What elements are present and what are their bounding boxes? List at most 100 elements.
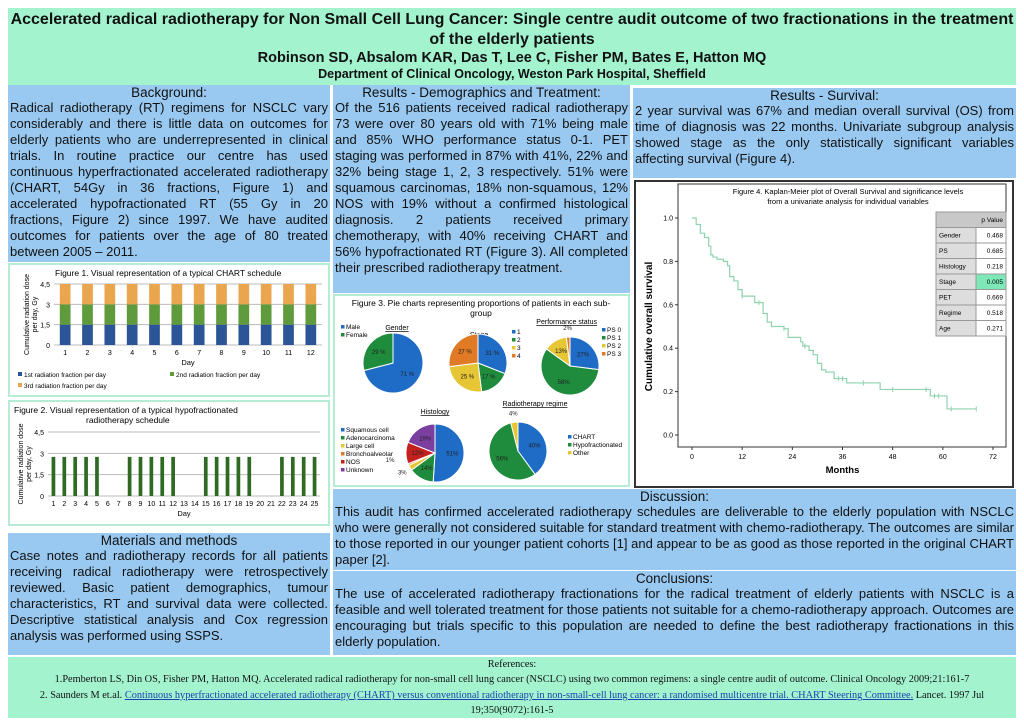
legend-label: Large cell <box>346 443 375 450</box>
table-variable: Regime <box>939 310 962 317</box>
bar <box>225 456 230 496</box>
y-tick-label: 0.0 <box>663 433 673 440</box>
table-variable: Stage <box>939 279 956 286</box>
methods-text: Case notes and radiotherapy records for … <box>10 548 328 643</box>
legend-swatch <box>512 330 516 334</box>
legend-label: Male <box>346 324 360 331</box>
y-tick-label: 0 <box>40 494 44 501</box>
legend-swatch <box>341 460 345 464</box>
table-variable: Histology <box>939 264 966 271</box>
bar-segment <box>59 304 71 325</box>
pie-value-label: 17 % <box>482 375 496 381</box>
legend-label: Adenocarcinoma <box>346 435 395 442</box>
pie-value-label: 51% <box>446 452 459 458</box>
bar-segment <box>82 324 93 345</box>
bar <box>73 456 78 496</box>
reference-2-authors: 2. Saunders M et.al. <box>39 690 123 701</box>
survival-section: Results - Survival: 2 year survival was … <box>633 88 1016 178</box>
conclusions-heading: Conclusions: <box>635 571 714 586</box>
bar <box>247 456 252 496</box>
legend-label: Unknown <box>346 467 373 474</box>
x-tick-label: 2 <box>86 350 90 357</box>
bar-segment <box>104 284 116 305</box>
pie-value-label: 14% <box>421 466 434 472</box>
legend-label: 1 <box>517 329 521 336</box>
pie-value-label: 29 % <box>372 350 386 356</box>
discussion-heading: Discussion: <box>639 489 710 504</box>
legend-label: Other <box>573 450 590 457</box>
x-tick-label: 7 <box>117 501 121 508</box>
pie-value-label: 4% <box>509 411 518 417</box>
legend-swatch <box>602 352 606 356</box>
figure-1: Figure 1. Visual representation of a typ… <box>8 263 330 397</box>
x-tick-label: 72 <box>989 454 997 461</box>
bar <box>203 456 208 496</box>
figure-3: Figure 3. Pie charts representing propor… <box>333 294 630 487</box>
bar-segment <box>216 304 227 325</box>
x-tick-label: 8 <box>128 501 132 508</box>
table-p-value: 0.005 <box>987 279 1004 286</box>
bar-segment <box>260 324 272 345</box>
x-tick-label: 11 <box>159 501 166 508</box>
conclusions-text: The use of accelerated radiotherapy frac… <box>335 586 1014 649</box>
legend-label: 1st radiation fraction per day <box>24 372 107 379</box>
x-tick-label: 20 <box>256 501 264 508</box>
bar <box>160 456 165 496</box>
conclusions-section: Conclusions: The use of accelerated radi… <box>333 571 1016 655</box>
bar-segment <box>238 304 250 325</box>
pie-slice <box>362 332 394 372</box>
table-p-value: 0.271 <box>987 326 1004 333</box>
bar <box>62 456 67 496</box>
pie-title: Performance status <box>536 319 597 326</box>
x-tick-label: 3 <box>108 350 112 357</box>
legend-swatch <box>568 443 572 447</box>
y-axis-label-line: Cumulative radiation dose <box>18 423 25 504</box>
pie-value-label: 12% <box>412 451 425 457</box>
table-variable: Gender <box>939 233 962 240</box>
figure-4-title: Figure 4. Kaplan-Meier plot of Overall S… <box>733 187 964 206</box>
table-header: p Value <box>981 217 1003 224</box>
table-p-value: 0.669 <box>987 295 1004 302</box>
y-tick-label: 0 <box>46 343 50 350</box>
legend-swatch <box>341 468 345 472</box>
references-heading: References: <box>487 659 537 670</box>
pie-value-label: 58% <box>558 380 571 386</box>
table-variable: PS <box>939 248 948 255</box>
references-section: References: 1.Pemberton LS, Din OS, Fish… <box>8 657 1016 718</box>
legend-swatch <box>568 435 572 439</box>
x-tick-label: 22 <box>278 501 286 508</box>
pie-slice <box>540 348 600 396</box>
legend-label: Squamous cell <box>346 427 389 434</box>
bar <box>138 456 143 496</box>
reference-2-link[interactable]: Continuous hyperfractionated accelerated… <box>124 690 914 701</box>
x-tick-label: 24 <box>300 501 308 508</box>
pie-slice <box>517 421 548 476</box>
x-tick-label: 4 <box>130 350 134 357</box>
table-p-value: 0.685 <box>987 248 1004 255</box>
survival-curve <box>692 217 977 410</box>
y-tick-label: 3 <box>46 302 50 309</box>
legend-label: PS 1 <box>607 335 621 342</box>
bar-segment <box>305 284 317 305</box>
x-axis-label: Day <box>181 358 195 367</box>
pie-value-label: 25 % <box>460 375 474 381</box>
x-axis-label: Months <box>826 465 860 476</box>
bar <box>51 456 56 496</box>
poster-header: Accelerated radical radiotherapy for Non… <box>8 8 1016 85</box>
pie-slice <box>448 333 479 368</box>
demographics-text: Of the 516 patients received radical rad… <box>335 100 628 275</box>
bar-segment <box>260 284 272 305</box>
x-tick-label: 16 <box>213 501 221 508</box>
bar-segment <box>305 324 317 345</box>
y-axis-label: Cumulative overall survival <box>644 262 655 392</box>
x-tick-label: 15 <box>202 501 210 508</box>
figure-2-title: Figure 2. Visual representation of a typ… <box>14 405 238 425</box>
x-tick-label: 23 <box>289 501 297 508</box>
x-tick-label: 36 <box>839 454 847 461</box>
pie-value-label: 19% <box>419 437 432 443</box>
bar <box>95 456 99 496</box>
legend-swatch <box>341 428 345 432</box>
x-tick-label: 24 <box>788 454 796 461</box>
x-tick-label: 13 <box>180 501 188 508</box>
x-tick-label: 1 <box>51 501 55 508</box>
